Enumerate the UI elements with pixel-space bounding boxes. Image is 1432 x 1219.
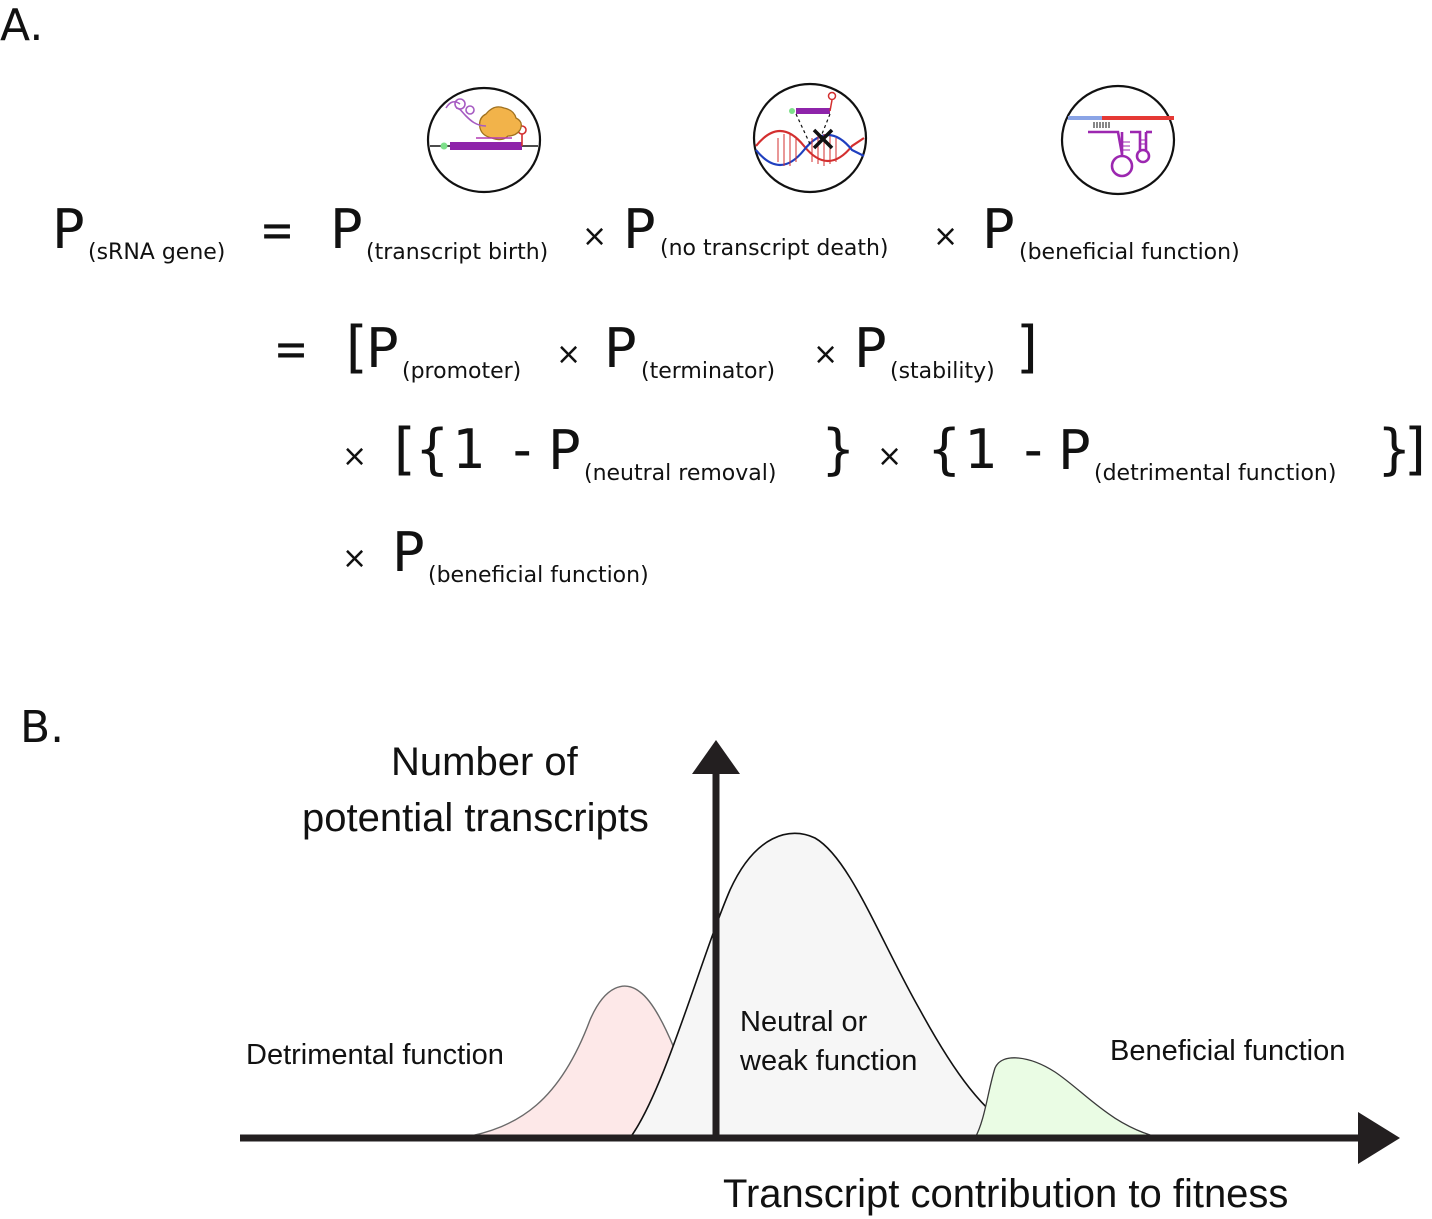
terminator-p: P [604, 317, 637, 380]
close-bracket: ] [1400, 417, 1432, 482]
term-beneficial-subscript: (beneficial function) [1019, 240, 1240, 265]
y-axis-arrowhead [692, 740, 740, 774]
transcription-icon [426, 86, 542, 194]
neutral-removal-p: P [548, 419, 581, 482]
transcript-death-icon [752, 82, 868, 194]
neutral-distribution-curve [628, 832, 1031, 1139]
minus-sign: - [506, 418, 539, 481]
times-sign: × [877, 439, 903, 474]
detrimental-function-p: P [1058, 419, 1091, 482]
open-bracket: [ [338, 315, 372, 380]
panel-b-label: B. [20, 702, 65, 753]
term-birth-p: P [330, 198, 363, 261]
term-beneficial-p: P [982, 198, 1015, 261]
times-sign: × [342, 541, 368, 576]
times-sign: × [813, 337, 839, 372]
term-birth-subscript: (transcript birth) [366, 240, 549, 265]
terminator-subscript: (terminator) [641, 359, 776, 384]
promoter-p: P [366, 317, 399, 380]
open-brace: { [416, 418, 449, 481]
neutral-function-label-line1: Neutral or [740, 1006, 868, 1038]
stability-subscript: (stability) [890, 359, 995, 384]
close-brace: } [822, 418, 855, 481]
y-axis-label-line1: Number of [391, 740, 578, 784]
beneficial-function-icon [1060, 84, 1176, 196]
detrimental-function-label: Detrimental function [246, 1039, 504, 1071]
times-sign: × [933, 219, 959, 254]
panel-a-label: A. [0, 0, 44, 51]
times-sign: × [582, 219, 608, 254]
lhs-p: P [52, 198, 85, 261]
beneficial-distribution-curve [973, 1057, 1161, 1139]
one-digit: 1 [964, 418, 997, 481]
equals-sign: = [276, 320, 307, 378]
times-sign: × [342, 439, 368, 474]
stability-p: P [854, 317, 887, 380]
lhs-subscript: (sRNA gene) [88, 240, 226, 265]
beneficial-function-subscript: (beneficial function) [428, 563, 649, 588]
term-death-p: P [623, 198, 656, 261]
neutral-removal-subscript: (neutral removal) [584, 461, 777, 486]
x-axis-arrowhead [1358, 1112, 1400, 1164]
x-axis-label: Transcript contribution to fitness [723, 1172, 1289, 1216]
minus-sign: - [1017, 418, 1050, 481]
neutral-function-label-line2: weak function [740, 1045, 918, 1077]
beneficial-function-p: P [392, 521, 425, 584]
equals-sign: = [262, 201, 293, 259]
one-digit: 1 [452, 418, 485, 481]
promoter-subscript: (promoter) [402, 359, 522, 384]
times-sign: × [556, 337, 582, 372]
open-bracket: [ [386, 417, 420, 482]
detrimental-function-subscript: (detrimental function) [1094, 461, 1337, 486]
beneficial-function-label: Beneficial function [1110, 1035, 1346, 1067]
term-death-subscript: (no transcript death) [660, 236, 889, 261]
open-brace: { [928, 418, 961, 481]
y-axis-label-line2: potential transcripts [302, 796, 649, 840]
close-bracket: ] [1012, 315, 1046, 380]
close-brace: } [1378, 418, 1411, 481]
